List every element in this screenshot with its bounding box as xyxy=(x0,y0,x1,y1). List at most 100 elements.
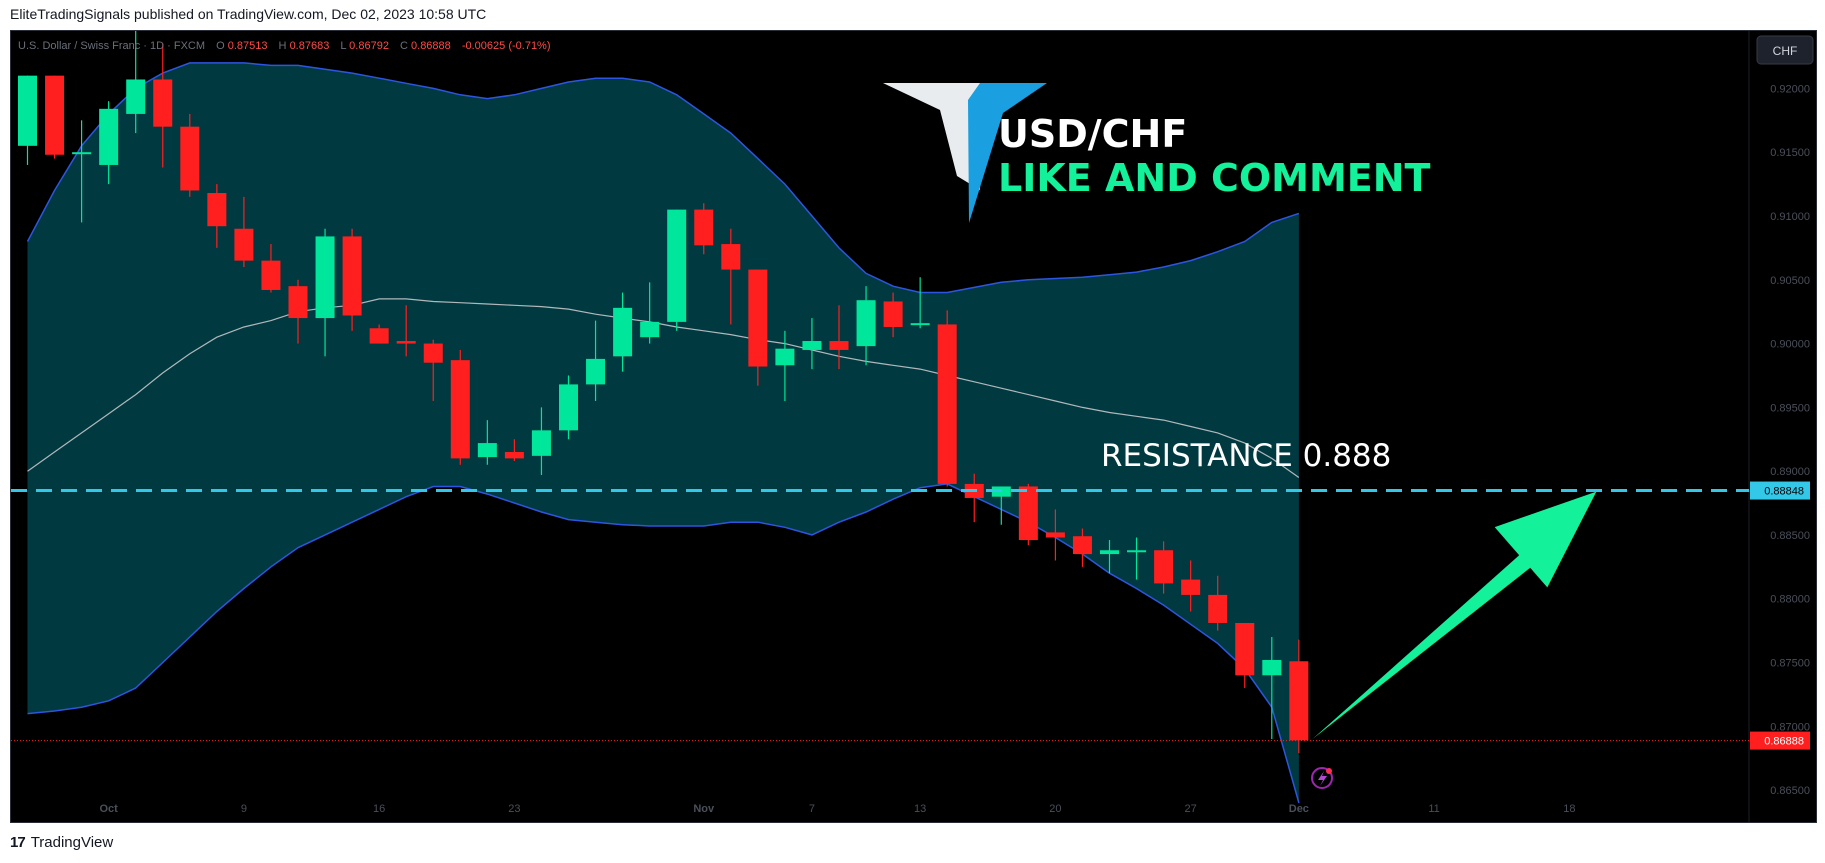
legend-open-label: O xyxy=(216,40,225,52)
currency-button[interactable] xyxy=(1756,35,1814,65)
tradingview-logo-icon: 17 xyxy=(10,834,26,851)
band-basis-line xyxy=(27,298,1300,478)
candle-body xyxy=(18,75,37,146)
cta-text: LIKE AND COMMENT xyxy=(998,156,1431,200)
legend-close: 0.86888 xyxy=(411,40,451,52)
candle-body xyxy=(504,452,524,459)
x-tick-label: 27 xyxy=(1185,803,1197,815)
pair-title: USD/CHF xyxy=(998,112,1187,156)
band-lower-line xyxy=(27,483,1300,804)
x-tick-label: Dec xyxy=(1289,803,1309,815)
candle-body xyxy=(1045,532,1065,538)
lightning-signal-icon[interactable] xyxy=(1311,767,1333,789)
legend-low-label: L xyxy=(340,40,346,52)
x-tick-label: 7 xyxy=(809,803,815,815)
horizontal-lines: 0.88848 0.86888 xyxy=(11,481,1810,750)
candle-body xyxy=(531,430,551,456)
candle-body xyxy=(234,228,254,261)
candle-body xyxy=(1181,579,1201,595)
candle-body xyxy=(126,79,146,114)
candle-body xyxy=(315,236,335,319)
legend-low: 0.86792 xyxy=(349,40,389,52)
x-tick-label: 18 xyxy=(1563,803,1575,815)
candle-body xyxy=(1262,659,1282,676)
candle-body xyxy=(640,321,660,338)
candle-body xyxy=(829,341,849,350)
candle-body xyxy=(180,126,200,191)
candle-body xyxy=(1208,594,1228,623)
candle-body xyxy=(775,348,795,366)
candle-body xyxy=(72,152,92,155)
candle-body xyxy=(342,236,362,316)
band-upper-line xyxy=(26,62,1300,294)
candle-body xyxy=(856,300,876,347)
y-tick-label: 0.91500 xyxy=(1770,147,1810,159)
candle-body xyxy=(1018,486,1038,541)
last-price-label: 0.86888 xyxy=(1764,736,1804,748)
y-tick-label: 0.90000 xyxy=(1770,339,1810,351)
candle-body xyxy=(369,328,389,344)
candle-body xyxy=(613,307,633,357)
x-tick-label: 11 xyxy=(1428,803,1439,815)
legend-symbol: U.S. Dollar / Swiss Franc · 1D · FXCM xyxy=(18,40,205,52)
footer: 17 TradingView xyxy=(10,834,113,851)
candle-body xyxy=(207,193,227,227)
candle-body xyxy=(883,301,903,327)
svg-text:U.S. Dollar / Swiss Franc · 1D: U.S. Dollar / Swiss Franc · 1D · FXCM O … xyxy=(18,40,551,52)
candle-body xyxy=(694,209,714,246)
y-tick-label: 0.86500 xyxy=(1770,785,1810,797)
resistance-price-label: 0.88848 xyxy=(1764,486,1804,498)
candle-body xyxy=(450,360,470,459)
candle-body xyxy=(1127,550,1147,553)
candle-body xyxy=(1154,550,1174,584)
candle-body xyxy=(477,443,497,458)
y-tick-label: 0.87000 xyxy=(1770,721,1810,733)
candles xyxy=(18,31,1309,754)
legend-high: 0.87683 xyxy=(290,40,330,52)
x-tick-label: 20 xyxy=(1049,803,1061,815)
x-tick-label: 16 xyxy=(373,803,385,815)
currency-button-label[interactable]: CHF xyxy=(1773,44,1798,58)
candle-body xyxy=(586,358,606,385)
candle-body xyxy=(721,244,741,270)
candle-body xyxy=(748,269,768,367)
resistance-annotation: RESISTANCE 0.888 xyxy=(1101,438,1391,474)
candle-body xyxy=(1289,661,1309,741)
candle-body xyxy=(261,260,281,290)
publish-info: EliteTradingSignals published on Trading… xyxy=(10,6,487,22)
candle-body xyxy=(910,323,930,326)
candle-body xyxy=(559,384,578,431)
candle-body xyxy=(288,286,308,319)
y-tick-label: 0.92000 xyxy=(1770,83,1810,95)
candle-body xyxy=(1100,550,1119,555)
last-price-tag xyxy=(1750,731,1810,750)
y-tick-label: 0.91000 xyxy=(1770,211,1810,223)
brand-logo-icon xyxy=(883,83,1047,223)
candle-body xyxy=(937,324,957,484)
up-arrow-icon xyxy=(1312,491,1597,740)
legend-change: -0.00625 (-0.71%) xyxy=(462,40,551,52)
x-tick-label: 23 xyxy=(508,803,520,815)
y-tick-label: 0.88500 xyxy=(1770,530,1810,542)
candle-body xyxy=(396,341,416,344)
price-axis: 0.92000 0.91500 0.91000 0.90500 0.90000 0.895… xyxy=(1748,31,1810,822)
legend-high-label: H xyxy=(279,40,287,52)
candle-body xyxy=(45,75,65,155)
candle-body xyxy=(667,209,687,322)
legend-close-label: C xyxy=(400,40,408,52)
footer-brand: TradingView xyxy=(30,834,114,851)
forecast-arrow xyxy=(1312,491,1597,740)
x-tick-label: 9 xyxy=(241,803,247,815)
candle-body xyxy=(423,343,443,363)
candle-body xyxy=(1072,536,1092,555)
x-tick-label: Oct xyxy=(99,803,118,815)
y-tick-label: 0.90500 xyxy=(1770,275,1810,287)
candle-body xyxy=(1235,622,1255,676)
resistance-price-tag xyxy=(1750,481,1810,500)
legend-open: 0.87513 xyxy=(228,40,268,52)
candle-body xyxy=(802,341,822,350)
y-tick-label: 0.89000 xyxy=(1770,466,1810,478)
x-tick-label: 13 xyxy=(914,803,926,815)
x-tick-label: Nov xyxy=(693,803,715,815)
